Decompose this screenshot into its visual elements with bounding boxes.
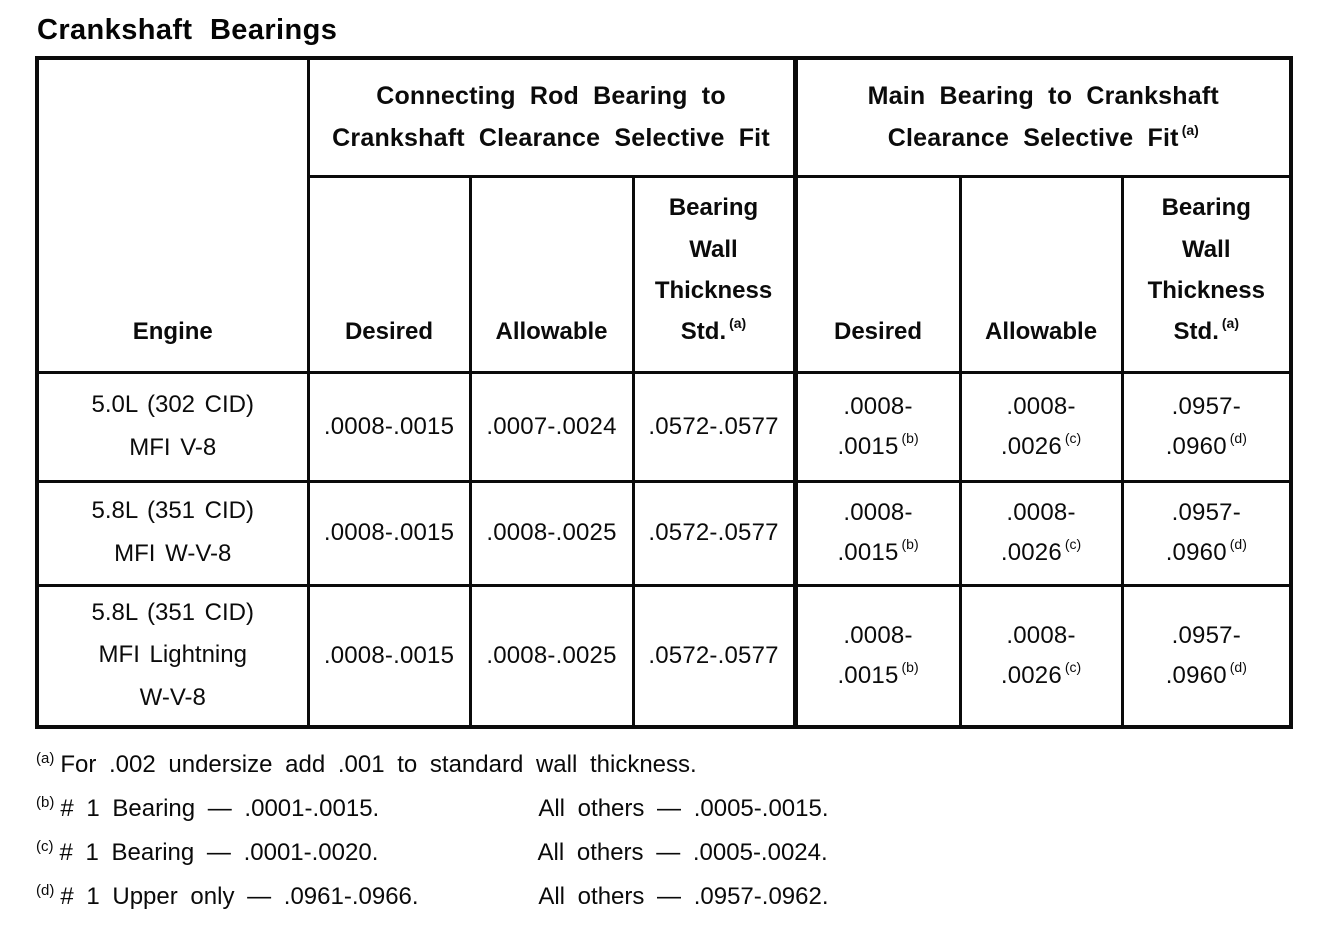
- footnote-ref: (c): [1064, 658, 1082, 675]
- value-cell: .0572-.0577: [631, 479, 797, 587]
- footnote-d: (d) # 1 Upper only — .0961-.0966. All othe…: [36, 882, 829, 910]
- page-title: Crankshaft Bearings: [37, 14, 338, 46]
- group-header-line: Main Bearing to Crankshaft: [867, 82, 1219, 111]
- table-row-5-0l: 5.0L (302 CID) MFI V-8 .0008-.0015 .0007…: [35, 370, 1293, 483]
- footnote-b: (b) # 1 Bearing — .0001-.0015. All others …: [36, 794, 829, 822]
- engine-column-header: Engine: [35, 56, 310, 374]
- value-cell: .0957- .0960 (d): [1120, 370, 1293, 483]
- value-cell: .0572-.0577: [631, 583, 797, 729]
- value-cell: .0008- .0015 (b): [792, 370, 962, 483]
- value-cell: .0008- .0026 (c): [958, 583, 1124, 729]
- main-allowable-header: Allowable: [958, 174, 1124, 374]
- value-cell: .0008- .0015 (b): [792, 583, 962, 729]
- table-row-5-8l-lightning: 5.8L (351 CID) MFI Lightning W-V-8 .0008…: [35, 583, 1293, 729]
- value-cell: .0957- .0960 (d): [1120, 479, 1293, 587]
- footnote-ref: (c): [1064, 536, 1082, 552]
- rod-wall-thickness-header: Bearing Wall Thickness Std. (a): [631, 174, 797, 374]
- group-header-row: Engine Connecting Rod Bearing to Cranksh…: [35, 56, 1293, 374]
- value-cell: .0007-.0024: [468, 370, 635, 483]
- value-cell: .0008-.0015: [306, 583, 472, 729]
- rod-desired-header: Desired: [306, 174, 472, 374]
- value-cell: .0572-.0577: [631, 370, 797, 483]
- footnote-ref: (d): [1229, 429, 1247, 446]
- engine-cell: 5.8L (351 CID) MFI Lightning W-V-8: [35, 583, 310, 729]
- value-cell: .0008-.0015: [306, 370, 472, 483]
- rod-allowable-header: Allowable: [468, 174, 635, 374]
- footnote-marker: (b): [36, 794, 55, 811]
- footnote-ref: (a): [1221, 315, 1239, 332]
- footnote-ref: (b): [901, 429, 919, 446]
- sub-header-row: Desired Allowable Bearing Wall Thickness…: [37, 174, 1293, 374]
- footnote-ref: (a): [1181, 121, 1199, 138]
- footnote-ref: (b): [901, 536, 919, 552]
- footnote-ref: (d): [1229, 536, 1247, 552]
- footnote-marker: (d): [36, 882, 55, 899]
- group-header-line: Crankshaft Clearance Selective Fit: [332, 124, 770, 153]
- footnote-marker: (a): [36, 750, 55, 767]
- engine-cell: 5.8L (351 CID) MFI W-V-8: [35, 479, 310, 587]
- value-cell: .0008- .0026 (c): [958, 370, 1124, 483]
- engine-cell: 5.0L (302 CID) MFI V-8: [35, 370, 310, 483]
- value-cell: .0008- .0015 (b): [792, 479, 962, 587]
- main-bearing-group-header: Main Bearing to Crankshaft Clearance Sel…: [792, 56, 1293, 178]
- value-cell: .0008-.0025: [468, 479, 635, 587]
- footnote-ref: (c): [1064, 429, 1082, 446]
- engine-header-label: Engine: [132, 318, 213, 346]
- footnote-ref: (d): [1229, 658, 1247, 675]
- crankshaft-bearings-table: Engine Connecting Rod Bearing to Cranksh…: [35, 56, 1294, 729]
- group-header-line: Clearance Selective Fit (a): [887, 121, 1199, 153]
- footnote-marker: (c): [36, 838, 54, 855]
- footnote-ref: (b): [901, 658, 919, 675]
- footnote-ref: (a): [729, 315, 747, 332]
- table-row-5-8l: 5.8L (351 CID) MFI W-V-8 .0008-.0015 .00…: [35, 479, 1293, 587]
- footnotes-block: (a) For .002 undersize add .001 to standa…: [35, 744, 1292, 920]
- main-wall-thickness-header: Bearing Wall Thickness Std. (a): [1120, 174, 1293, 374]
- footnote-a: (a) For .002 undersize add .001 to standa…: [36, 750, 697, 778]
- rod-bearing-group-header: Connecting Rod Bearing to Crankshaft Cle…: [306, 56, 797, 178]
- footnote-c: (c) # 1 Bearing — .0001-.0020. All others …: [36, 838, 828, 866]
- main-desired-header: Desired: [792, 174, 962, 374]
- value-cell: .0008- .0026 (c): [958, 479, 1124, 587]
- group-header-line: Connecting Rod Bearing to: [376, 82, 726, 111]
- value-cell: .0008-.0015: [306, 479, 472, 587]
- value-cell: .0957- .0960 (d): [1120, 583, 1293, 729]
- value-cell: .0008-.0025: [468, 583, 635, 729]
